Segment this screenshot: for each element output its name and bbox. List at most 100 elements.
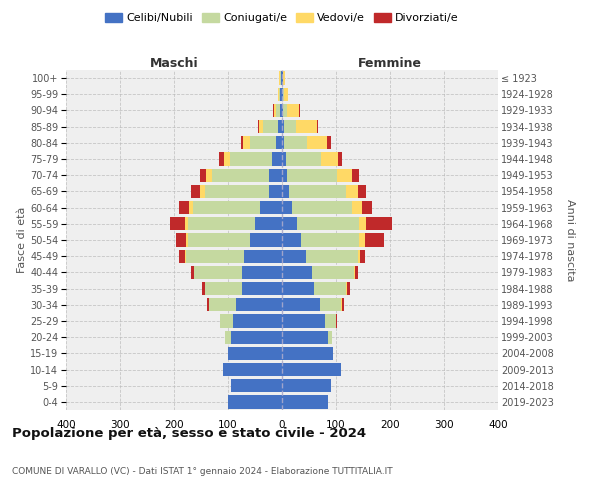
Bar bbox=[220, 314, 282, 328]
Text: Femmine: Femmine bbox=[358, 57, 422, 70]
Bar bbox=[282, 120, 284, 134]
Bar bbox=[241, 282, 282, 295]
Bar bbox=[280, 104, 282, 117]
Bar bbox=[282, 88, 284, 101]
Bar bbox=[189, 201, 282, 214]
Bar bbox=[241, 136, 282, 149]
Bar bbox=[282, 152, 286, 166]
Bar bbox=[185, 250, 282, 263]
Bar bbox=[282, 314, 336, 328]
Bar bbox=[282, 330, 332, 344]
Bar bbox=[208, 298, 282, 312]
Legend: Celibi/Nubili, Coniugati/e, Vedovi/e, Divorziati/e: Celibi/Nubili, Coniugati/e, Vedovi/e, Di… bbox=[101, 8, 463, 28]
Bar bbox=[282, 120, 317, 134]
Bar bbox=[279, 88, 282, 101]
Bar bbox=[272, 152, 282, 166]
Bar bbox=[282, 201, 352, 214]
Bar bbox=[223, 363, 282, 376]
Bar bbox=[282, 314, 336, 328]
Bar bbox=[282, 266, 355, 279]
Bar bbox=[282, 104, 300, 117]
Bar bbox=[282, 330, 332, 344]
Bar bbox=[228, 396, 282, 408]
Bar bbox=[193, 201, 282, 214]
Bar bbox=[282, 104, 283, 117]
Bar bbox=[228, 396, 282, 408]
Bar bbox=[282, 363, 341, 376]
Bar bbox=[282, 136, 331, 149]
Bar bbox=[282, 104, 299, 117]
Bar bbox=[282, 168, 287, 182]
Bar bbox=[282, 168, 352, 182]
Bar bbox=[282, 201, 362, 214]
Bar bbox=[205, 282, 282, 295]
Bar bbox=[282, 314, 337, 328]
Bar bbox=[269, 168, 282, 182]
Bar bbox=[282, 185, 346, 198]
Bar bbox=[223, 363, 282, 376]
Bar bbox=[282, 298, 343, 312]
Bar bbox=[220, 314, 282, 328]
Bar bbox=[191, 266, 282, 279]
Bar bbox=[282, 217, 297, 230]
Bar bbox=[278, 120, 282, 134]
Bar bbox=[226, 330, 282, 344]
Bar bbox=[282, 396, 328, 408]
Bar bbox=[282, 379, 331, 392]
Bar bbox=[170, 217, 282, 230]
Bar bbox=[194, 266, 282, 279]
Bar bbox=[282, 330, 328, 344]
Bar bbox=[273, 104, 282, 117]
Bar bbox=[282, 266, 354, 279]
Bar bbox=[280, 72, 282, 85]
Bar bbox=[236, 298, 282, 312]
Bar bbox=[282, 330, 332, 344]
Bar bbox=[228, 346, 282, 360]
Bar bbox=[212, 168, 282, 182]
Bar bbox=[205, 185, 282, 198]
Bar bbox=[282, 298, 320, 312]
Bar bbox=[282, 266, 358, 279]
Bar bbox=[282, 234, 359, 246]
Bar bbox=[230, 379, 282, 392]
Bar bbox=[263, 120, 282, 134]
Bar bbox=[223, 363, 282, 376]
Bar bbox=[233, 314, 282, 328]
Bar bbox=[282, 185, 289, 198]
Bar bbox=[230, 379, 282, 392]
Bar bbox=[282, 379, 331, 392]
Bar bbox=[282, 250, 360, 263]
Bar bbox=[223, 363, 282, 376]
Bar bbox=[282, 72, 283, 85]
Bar bbox=[282, 234, 301, 246]
Bar bbox=[282, 396, 328, 408]
Bar bbox=[228, 346, 282, 360]
Bar bbox=[220, 152, 282, 166]
Bar bbox=[258, 120, 282, 134]
Y-axis label: Fasce di età: Fasce di età bbox=[17, 207, 27, 273]
Bar bbox=[226, 330, 282, 344]
Bar bbox=[282, 346, 334, 360]
Bar bbox=[230, 379, 282, 392]
Bar bbox=[282, 201, 292, 214]
Bar bbox=[282, 266, 312, 279]
Bar bbox=[176, 234, 282, 246]
Bar bbox=[250, 136, 282, 149]
Text: COMUNE DI VARALLO (VC) - Dati ISTAT 1° gennaio 2024 - Elaborazione TUTTITALIA.IT: COMUNE DI VARALLO (VC) - Dati ISTAT 1° g… bbox=[12, 468, 392, 476]
Bar bbox=[282, 346, 334, 360]
Bar bbox=[206, 168, 282, 182]
Bar bbox=[282, 168, 337, 182]
Bar bbox=[200, 185, 282, 198]
Bar bbox=[202, 282, 282, 295]
Bar bbox=[282, 88, 288, 101]
Bar bbox=[282, 298, 341, 312]
Bar bbox=[282, 250, 307, 263]
Bar bbox=[282, 282, 349, 295]
Bar bbox=[282, 250, 358, 263]
Bar bbox=[278, 88, 282, 101]
Bar bbox=[282, 346, 334, 360]
Text: Maschi: Maschi bbox=[149, 57, 199, 70]
Bar bbox=[250, 234, 282, 246]
Bar bbox=[209, 298, 282, 312]
Bar bbox=[187, 234, 282, 246]
